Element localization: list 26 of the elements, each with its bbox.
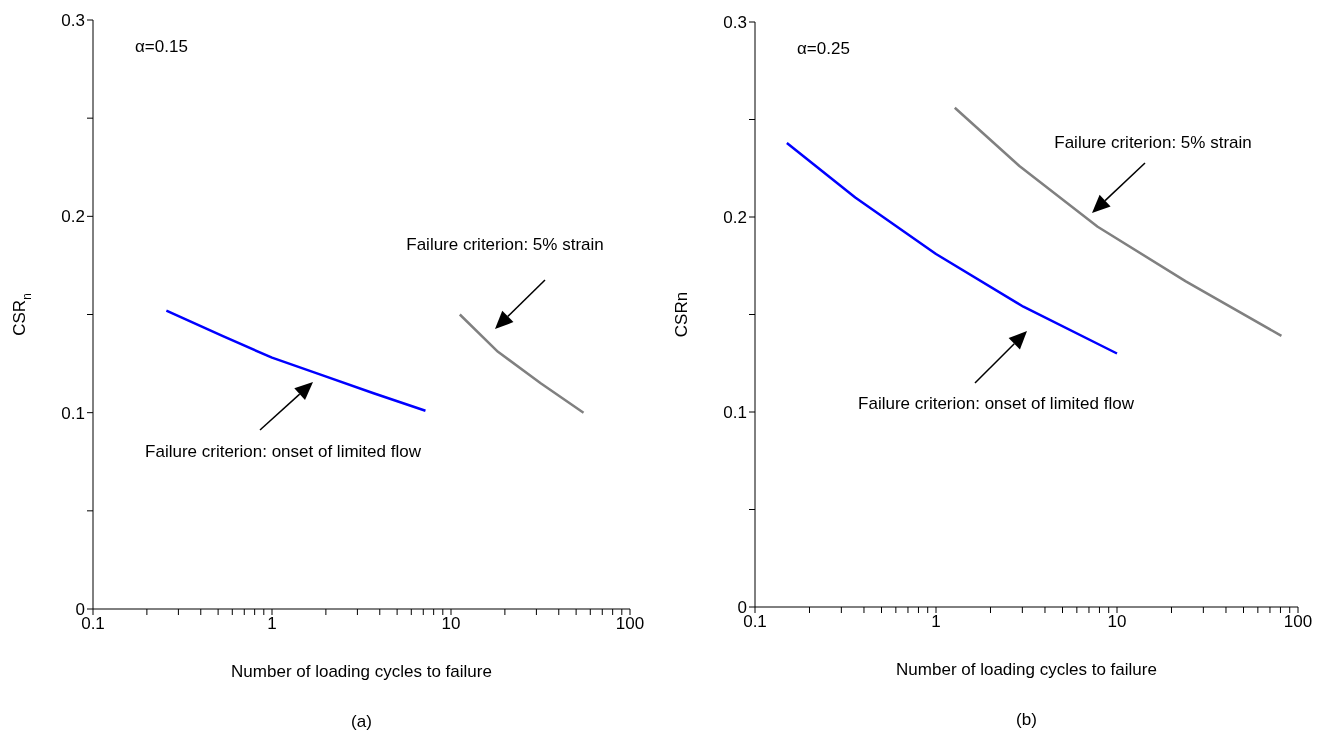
- x-tick-label: 100: [615, 614, 645, 634]
- x-tick-label: 1: [931, 612, 941, 632]
- annotation: Failure criterion: 5% strain: [1054, 133, 1252, 153]
- y-tick-label: 0.1: [723, 403, 747, 423]
- x-tick-label: 0.1: [81, 614, 105, 634]
- text: (b): [1016, 710, 1037, 729]
- annotation: Failure criterion: onset of limited flow: [145, 442, 422, 462]
- x-tick-label: 10: [441, 614, 461, 634]
- annotation: α=0.25: [797, 39, 850, 58]
- x-tick-label: 100: [1283, 612, 1313, 632]
- line-series: [458, 313, 585, 414]
- y-tick-label: 0.1: [61, 403, 85, 423]
- y-tick-label: 0.3: [61, 11, 85, 31]
- y-tick-label: 0.2: [61, 207, 85, 227]
- y-tick-label: 0.2: [723, 208, 747, 228]
- annotation: Failure criterion: onset of limited flow: [858, 394, 1135, 414]
- text: (a): [351, 712, 372, 731]
- x-axis-title: Number of loading cycles to failure: [231, 662, 492, 681]
- x-tick-label: 0.1: [743, 612, 767, 632]
- annotation: α=0.15: [135, 37, 188, 56]
- x-axis-title: Number of loading cycles to failure: [896, 660, 1157, 679]
- annotation: Failure criterion: 5% strain: [406, 235, 604, 255]
- x-tick-label: 1: [267, 614, 277, 634]
- y-axis-title: CSRn: [672, 291, 692, 338]
- y-tick-label: 0.3: [723, 13, 747, 33]
- x-tick-label: 10: [1107, 612, 1127, 632]
